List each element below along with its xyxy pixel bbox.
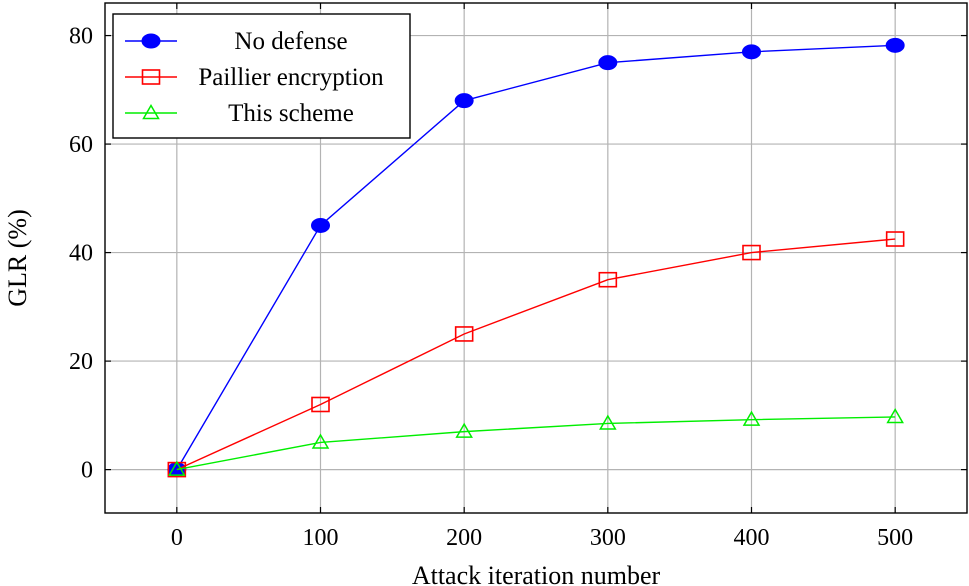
legend-marker	[141, 33, 161, 49]
series-line	[176, 416, 896, 471]
x-tick-label: 500	[877, 525, 913, 551]
data-point	[311, 433, 330, 449]
legend-label: Paillier encryption	[198, 64, 384, 91]
plot-frame	[104, 2, 968, 514]
data-point	[455, 422, 473, 438]
legend-item: This scheme	[125, 100, 354, 127]
data-point	[599, 414, 617, 430]
x-tick-label: 200	[446, 525, 482, 551]
y-tick-label: 40	[69, 241, 93, 267]
series-line	[176, 238, 896, 471]
series-line	[176, 44, 896, 470]
x-axis-label: Attack iteration number	[412, 561, 661, 586]
data-point	[598, 55, 618, 71]
data-point	[454, 326, 474, 342]
data-point	[742, 244, 761, 261]
data-point	[168, 460, 186, 476]
y-tick-label: 0	[81, 458, 93, 484]
y-axis-label: GLR (%)	[3, 209, 32, 306]
data-point	[454, 93, 474, 109]
axis-ticks: 0 100 200 300 400 500 0 20 40 60 80	[69, 3, 967, 551]
data-point	[886, 407, 904, 424]
series-paillier-encryption	[167, 231, 905, 478]
data-point	[885, 37, 905, 53]
data-point	[311, 396, 330, 413]
series-this-scheme	[168, 407, 904, 476]
y-tick-label: 80	[69, 24, 93, 50]
data-point	[742, 44, 761, 60]
y-tick-label: 20	[69, 349, 93, 375]
x-tick-label: 100	[303, 525, 339, 551]
data-point	[885, 231, 905, 247]
legend-label: This scheme	[228, 100, 354, 127]
data-point	[742, 410, 761, 426]
y-tick-label: 60	[69, 132, 93, 158]
data-point	[598, 271, 618, 288]
x-tick-label: 400	[734, 525, 770, 551]
series	[167, 37, 905, 478]
series-no-defense	[167, 37, 905, 478]
legend-item: No defense	[125, 28, 348, 55]
legend-label: No defense	[234, 28, 347, 55]
legend-box	[112, 13, 411, 139]
legend-marker	[142, 103, 160, 120]
legend-item: Paillier encryption	[125, 64, 384, 91]
x-tick-label: 300	[590, 525, 626, 551]
x-tick-label: 0	[171, 525, 183, 551]
legend-marker	[141, 69, 161, 85]
data-point	[311, 217, 330, 233]
legend: No defense Paillier encryption This scheme	[112, 13, 411, 139]
